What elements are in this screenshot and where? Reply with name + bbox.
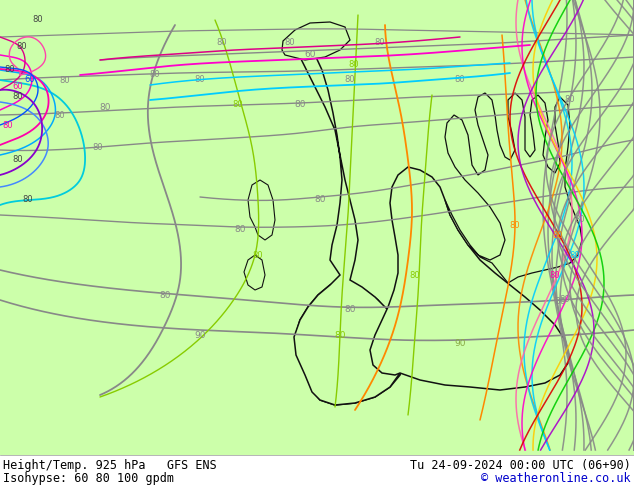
Polygon shape bbox=[294, 45, 406, 405]
Text: 80: 80 bbox=[510, 220, 521, 229]
Polygon shape bbox=[0, 0, 634, 437]
Polygon shape bbox=[248, 180, 275, 240]
Text: 60: 60 bbox=[25, 75, 36, 84]
Text: 80: 80 bbox=[285, 39, 295, 48]
Text: 80: 80 bbox=[23, 196, 34, 204]
Text: 80: 80 bbox=[410, 270, 420, 279]
Text: 80: 80 bbox=[574, 216, 585, 224]
Text: 80: 80 bbox=[159, 291, 171, 299]
Text: 80: 80 bbox=[233, 100, 243, 109]
Text: 80: 80 bbox=[553, 230, 564, 240]
Text: 80: 80 bbox=[195, 75, 205, 84]
Text: Isohypse: 60 80 100 gpdm: Isohypse: 60 80 100 gpdm bbox=[3, 471, 174, 485]
Polygon shape bbox=[0, 0, 100, 400]
Text: 80: 80 bbox=[345, 75, 355, 84]
Text: 80: 80 bbox=[314, 196, 326, 204]
Text: 80: 80 bbox=[375, 39, 385, 48]
Text: 80: 80 bbox=[100, 102, 111, 112]
Text: 60: 60 bbox=[304, 50, 316, 59]
Text: 80: 80 bbox=[13, 155, 23, 165]
Text: 90: 90 bbox=[454, 339, 466, 347]
Polygon shape bbox=[325, 245, 410, 385]
Text: 80: 80 bbox=[560, 295, 571, 304]
Polygon shape bbox=[244, 255, 265, 290]
Text: 80: 80 bbox=[60, 76, 70, 85]
Text: 80: 80 bbox=[234, 225, 246, 235]
Text: 80: 80 bbox=[550, 270, 560, 279]
Text: 80: 80 bbox=[294, 100, 306, 109]
Text: 90: 90 bbox=[194, 330, 206, 340]
Text: © weatheronline.co.uk: © weatheronline.co.uk bbox=[481, 471, 631, 485]
Polygon shape bbox=[370, 167, 570, 390]
Polygon shape bbox=[0, 317, 634, 490]
Text: 80: 80 bbox=[16, 43, 27, 51]
Text: 80: 80 bbox=[13, 93, 23, 101]
Bar bbox=[0, 455, 634, 490]
Text: Height/Temp. 925 hPa   GFS ENS: Height/Temp. 925 hPa GFS ENS bbox=[3, 459, 217, 471]
Text: 80: 80 bbox=[55, 111, 65, 120]
Text: Tu 24-09-2024 00:00 UTC (06+90): Tu 24-09-2024 00:00 UTC (06+90) bbox=[410, 459, 631, 471]
Text: 80: 80 bbox=[344, 305, 356, 315]
Polygon shape bbox=[490, 380, 610, 430]
Polygon shape bbox=[30, 55, 420, 405]
Text: 80: 80 bbox=[217, 39, 228, 48]
Polygon shape bbox=[282, 22, 350, 60]
Text: 80: 80 bbox=[33, 16, 43, 24]
Text: 80: 80 bbox=[4, 66, 15, 74]
Text: 80: 80 bbox=[349, 60, 359, 70]
Text: 80: 80 bbox=[565, 96, 575, 104]
Text: 80: 80 bbox=[554, 297, 566, 307]
Text: 80: 80 bbox=[253, 250, 263, 260]
Text: 80: 80 bbox=[334, 330, 346, 340]
Text: 80: 80 bbox=[570, 250, 580, 260]
Text: 60: 60 bbox=[13, 82, 23, 92]
Polygon shape bbox=[295, 280, 405, 405]
Text: 80: 80 bbox=[150, 71, 160, 79]
Text: 80: 80 bbox=[3, 121, 13, 129]
Text: 80: 80 bbox=[93, 143, 103, 151]
Polygon shape bbox=[445, 93, 582, 283]
Text: 80: 80 bbox=[455, 75, 465, 84]
